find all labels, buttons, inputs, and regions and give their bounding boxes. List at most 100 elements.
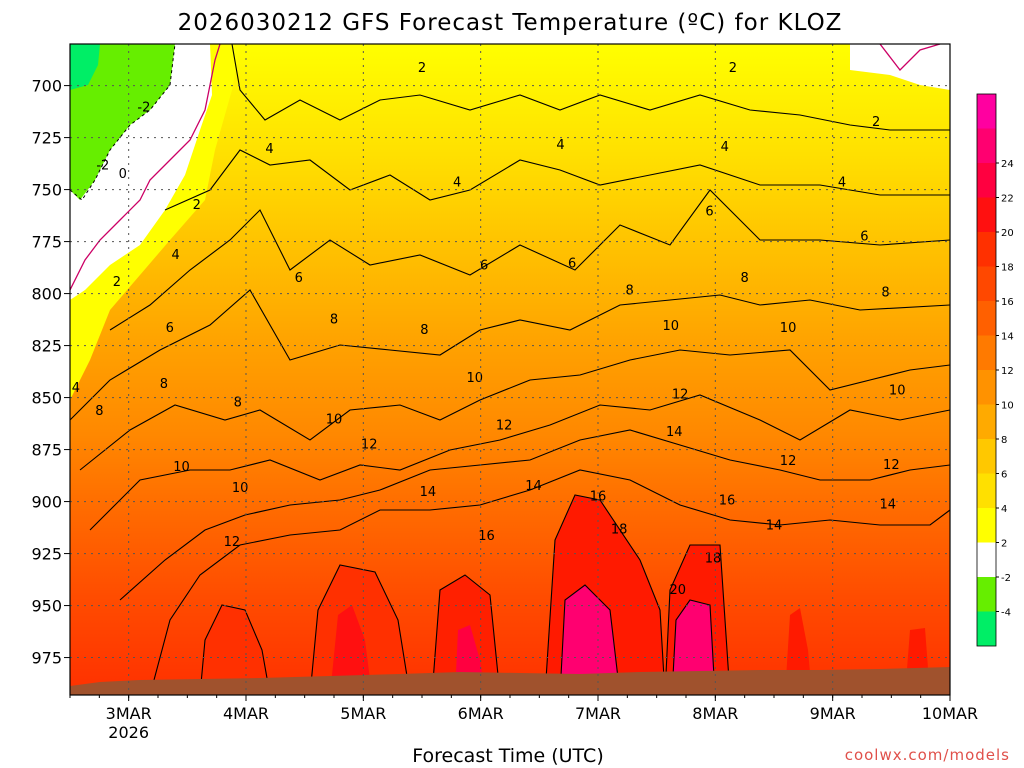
x-tick-label: 10MAR: [922, 704, 978, 723]
contour-label: 10: [467, 371, 484, 386]
contour-label: 4: [72, 381, 80, 396]
colorbar-swatch: [977, 197, 996, 232]
contour-label: 4: [453, 175, 461, 190]
x-axis-label: Forecast Time (UTC): [412, 745, 603, 767]
x-tick-label: 4MAR: [223, 704, 269, 723]
contour-label: 12: [224, 535, 241, 550]
y-tick-label: 700: [31, 77, 62, 96]
contour-label: 18: [611, 523, 628, 538]
y-tick-label: 925: [31, 545, 62, 564]
contour-label: 4: [171, 248, 179, 263]
terrain-ground: [70, 667, 950, 695]
contour-label: 14: [525, 479, 542, 494]
colorbar-label: -2: [1001, 573, 1011, 584]
contour-label: 4: [265, 142, 273, 157]
colorbar-swatch: [977, 611, 996, 646]
y-tick-label: 800: [31, 285, 62, 304]
colorbar-label: 20: [1001, 228, 1014, 239]
contour-label: 8: [741, 271, 749, 286]
contour-label: 8: [626, 283, 634, 298]
colorbar-swatch: [977, 301, 996, 336]
colorbar-swatch: [977, 404, 996, 439]
colorbar-swatch: [977, 577, 996, 612]
contour-label: 10: [780, 321, 797, 336]
contour-label: 6: [166, 321, 174, 336]
colorbar-label: 4: [1001, 504, 1007, 515]
contour-label: 14: [666, 425, 683, 440]
contour-label: 6: [568, 256, 576, 271]
warm-pocket-7: [560, 585, 620, 695]
contour-label: 4: [556, 138, 564, 153]
contour-label: 10: [326, 412, 343, 427]
contour-label: 16: [590, 489, 607, 504]
contour-label: 2: [113, 275, 121, 290]
colorbar-swatch: [977, 542, 996, 577]
y-tick-label: 975: [31, 649, 62, 668]
zero-contour-upper-right: [879, 44, 941, 71]
y-tick-label: 825: [31, 337, 62, 356]
contour-lines: [70, 44, 950, 695]
y-tick-label: 775: [31, 233, 62, 252]
warm-pocket-1: [200, 605, 270, 695]
colorbar-label: 6: [1001, 470, 1007, 481]
colorbar-swatch: [977, 335, 996, 370]
colorbar-label: 2: [1001, 539, 1007, 550]
x-tick-label: 5MAR: [340, 704, 386, 723]
contour-label: 8: [881, 286, 889, 301]
contour-label: 8: [330, 313, 338, 328]
colorbar-swatch: [977, 266, 996, 301]
colorbar-label: 12: [1001, 366, 1014, 377]
x-tick-label: 9MAR: [810, 704, 856, 723]
y-tick-label: 875: [31, 441, 62, 460]
colorbar-label: 14: [1001, 332, 1014, 343]
y-tick-label: 750: [31, 181, 62, 200]
negative-contour: [70, 44, 176, 201]
colorbar-swatch: [977, 128, 996, 163]
colorbar-swatch: [977, 508, 996, 543]
contour-label: 12: [672, 387, 689, 402]
contour-label: 4: [721, 140, 729, 155]
contour-label: 4: [838, 175, 846, 190]
contour-label: 12: [361, 437, 378, 452]
colorbar-swatch: [977, 232, 996, 267]
x-tick-label: 7MAR: [575, 704, 621, 723]
y-tick-label: 950: [31, 597, 62, 616]
colorbar-swatch: [977, 94, 996, 129]
contour-label: -2: [96, 159, 109, 174]
contour-label: 12: [780, 454, 797, 469]
contour-label: 8: [160, 377, 168, 392]
contour-label: 8: [95, 404, 103, 419]
contour-label: 18: [705, 552, 722, 567]
chart-title: 2026030212 GFS Forecast Temperature (ºC)…: [178, 10, 843, 36]
y-tick-label: 900: [31, 493, 62, 512]
colorbar-label: 8: [1001, 435, 1007, 446]
y-tick-label: 725: [31, 129, 62, 148]
contour-label: 2: [872, 115, 880, 130]
warm-pocket-3: [330, 605, 372, 695]
contour-label: -2: [137, 100, 150, 115]
colorbar-label: 16: [1001, 297, 1014, 308]
colorbar-label: 18: [1001, 263, 1014, 274]
contour-label: 2: [729, 61, 737, 76]
x-tick-sublabel: 2026: [108, 723, 149, 742]
colorbar-label: 24: [1001, 159, 1014, 170]
y-axis: 700 725 750 775 800 825 850 875 900 925 950 975: [31, 77, 70, 668]
contour-label: 6: [480, 258, 488, 273]
colorbar-label: -4: [1001, 608, 1011, 619]
temperature-field: [70, 44, 950, 695]
coldest-region: [70, 44, 100, 90]
x-tick-label: 6MAR: [458, 704, 504, 723]
zero-contour: [70, 44, 221, 291]
contour-label: 10: [662, 319, 679, 334]
contour-label: 8: [234, 396, 242, 411]
contour-label: 14: [766, 518, 783, 533]
contour-label: 16: [478, 529, 495, 544]
contour-label: 10: [232, 481, 249, 496]
contour-label: 0: [119, 167, 127, 182]
contour-label: 8: [420, 323, 428, 338]
x-tick-label: 8MAR: [692, 704, 738, 723]
contour-label: 6: [860, 229, 868, 244]
